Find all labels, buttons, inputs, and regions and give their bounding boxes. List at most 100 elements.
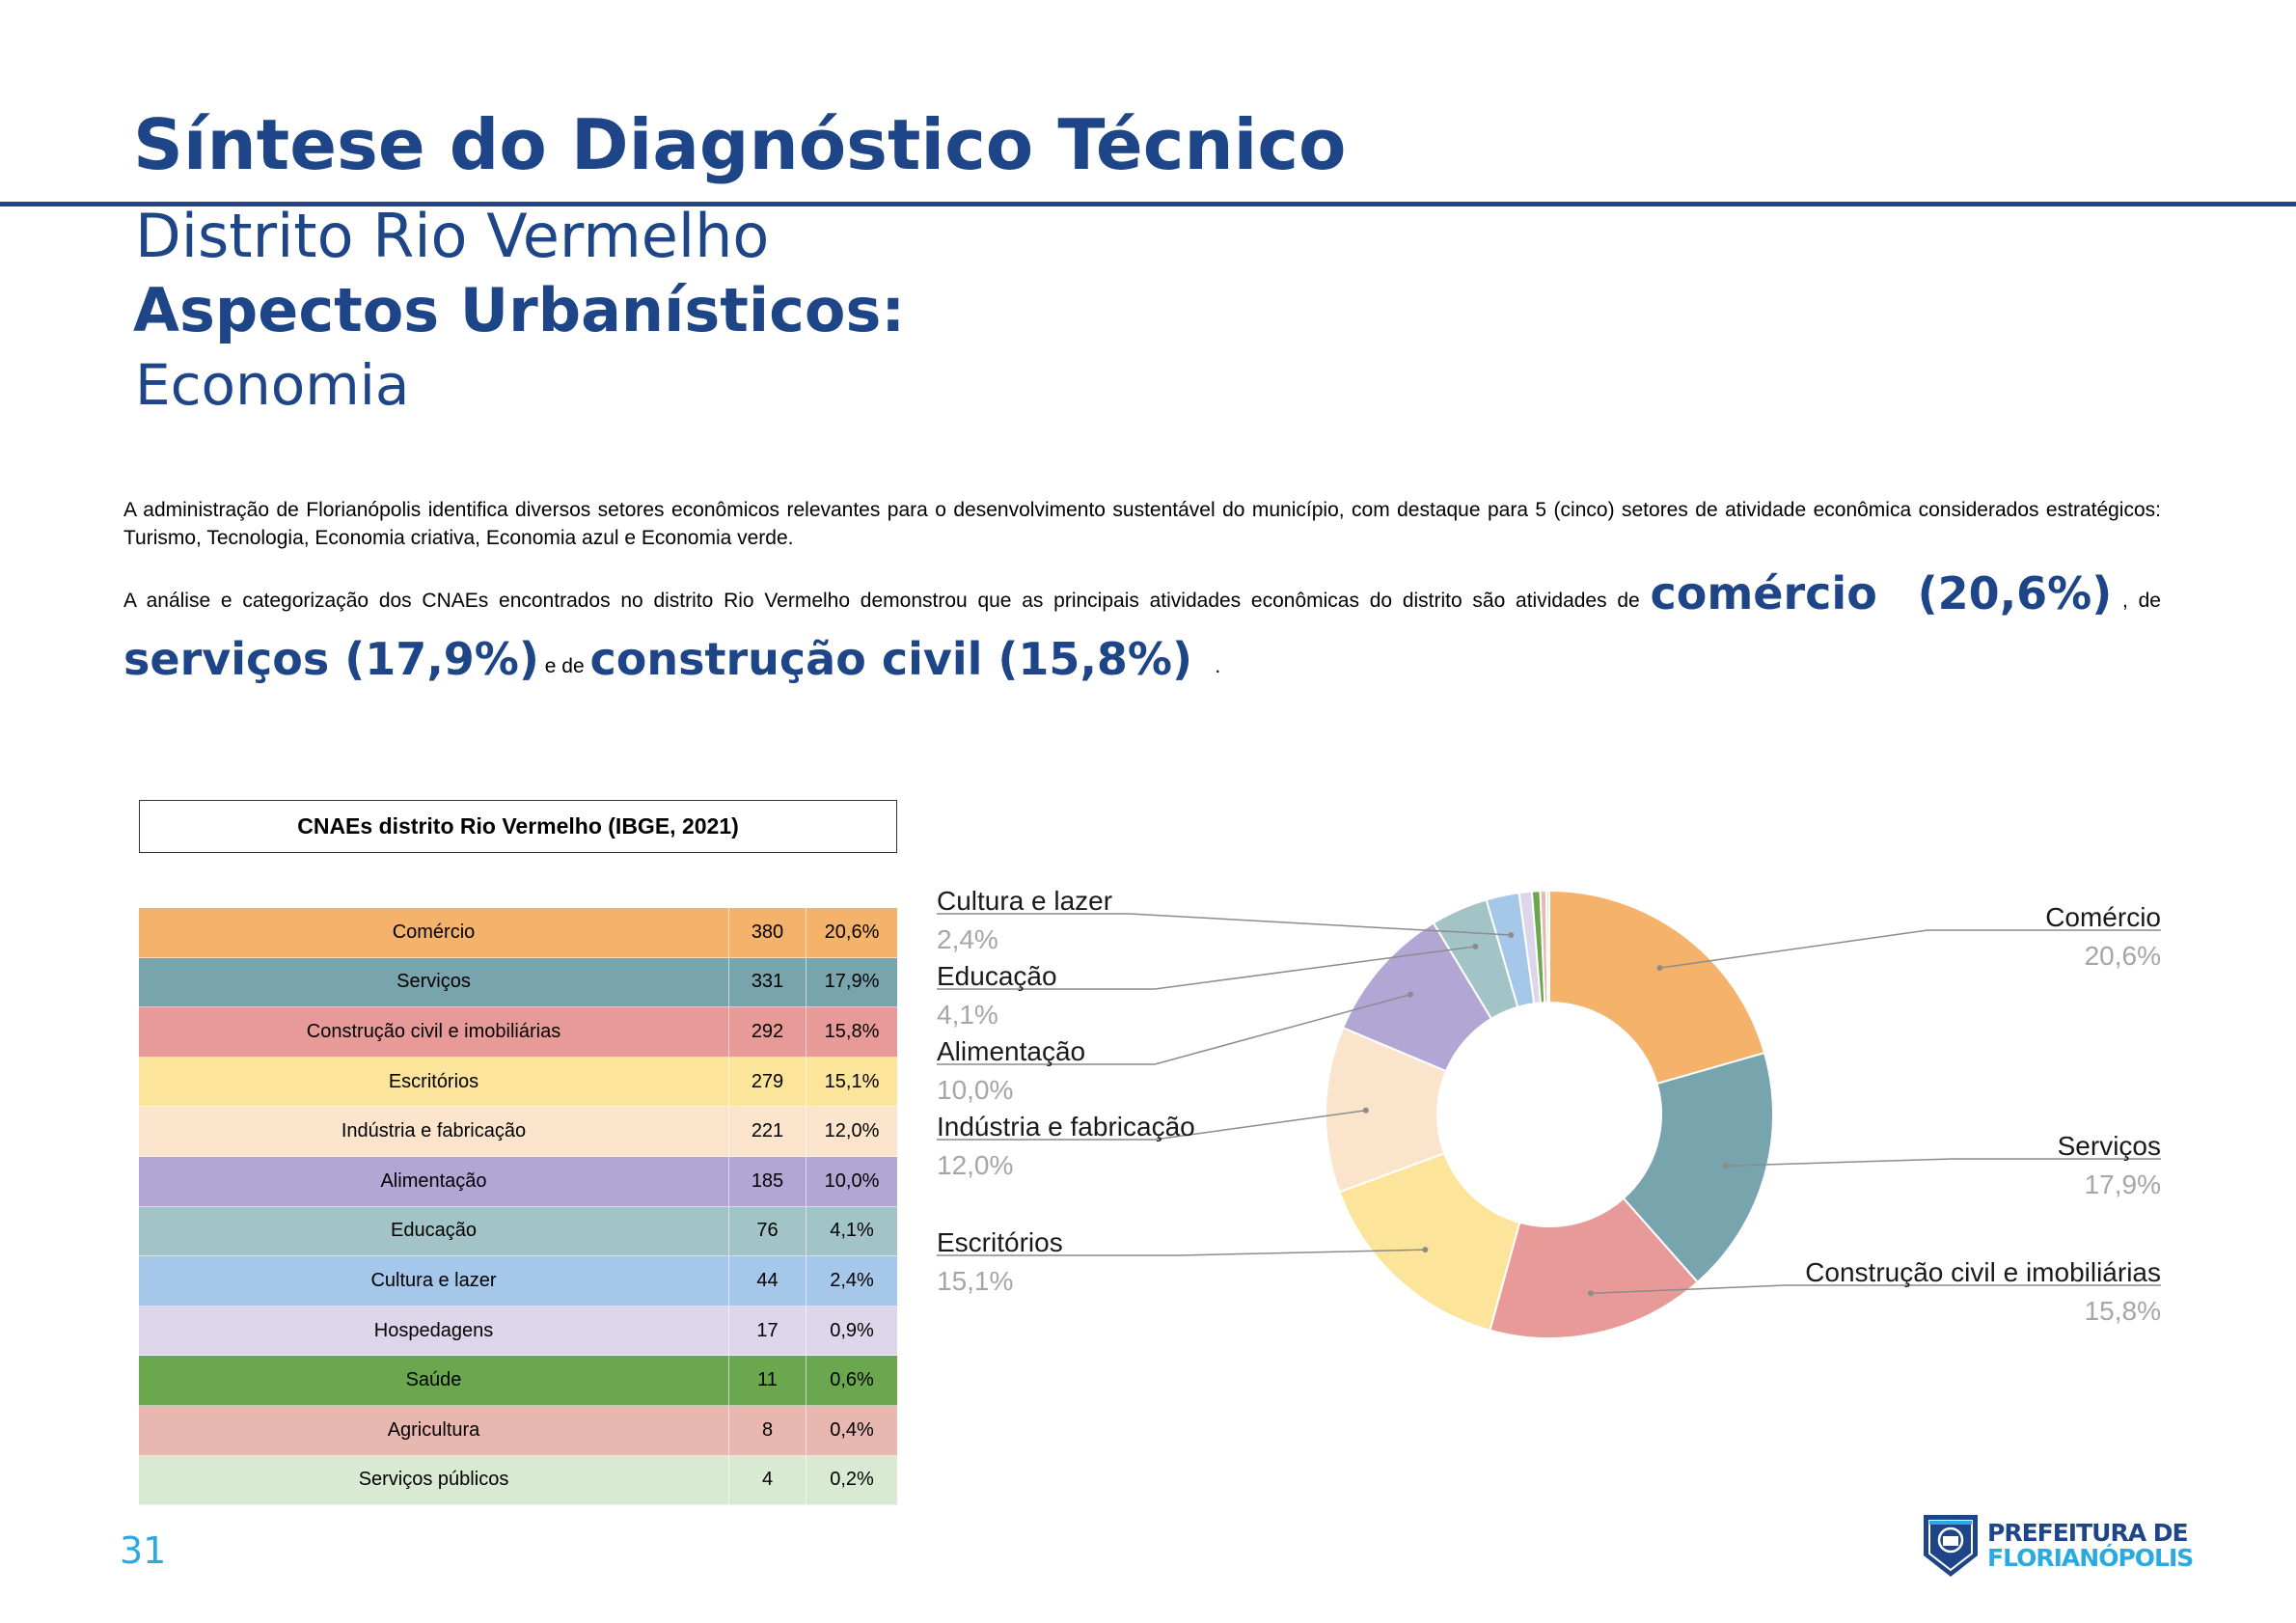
slice-label-percent: 12,0%	[937, 1150, 1013, 1180]
analysis-paragraph: A análise e categorização dos CNAEs enco…	[123, 564, 2161, 696]
slice-label-name: Comércio	[2045, 902, 2161, 932]
table-row: Serviços públicos 4 0,2%	[139, 1455, 897, 1506]
leader-dot	[1656, 965, 1663, 972]
cell-count: 279	[729, 1057, 806, 1107]
cell-count: 11	[729, 1356, 806, 1405]
leader-line	[937, 946, 1476, 990]
cell-name: Serviços públicos	[139, 1455, 729, 1505]
slice-label-percent: 2,4%	[937, 924, 998, 954]
cell-percent: 2,4%	[830, 1269, 874, 1291]
slice-label-name: Indústria e fabricação	[937, 1112, 1195, 1142]
page-number: 31	[120, 1529, 167, 1572]
slice-label-name: Educação	[937, 961, 1057, 991]
cell-percent: 15,8%	[824, 1020, 880, 1042]
table-row: Educação 76 4,1%	[139, 1206, 897, 1257]
leader-line	[1659, 929, 2161, 969]
slice-label-percent: 15,1%	[937, 1266, 1013, 1296]
leader-dot	[1508, 931, 1515, 938]
leader-line	[1590, 1284, 2161, 1295]
leader-dot	[1422, 1247, 1429, 1253]
leader-line	[937, 993, 1411, 1065]
cell-count: 4	[729, 1455, 806, 1505]
slice-label-percent: 15,8%	[2085, 1296, 2161, 1326]
cell-name: Serviços	[139, 957, 729, 1007]
cell-count: 221	[729, 1107, 806, 1156]
slice-label-percent: 20,6%	[2085, 941, 2161, 971]
highlight-construcao: construção civil (15,8%)	[589, 633, 1193, 685]
donut-slice	[1338, 1151, 1521, 1332]
cell-count: 8	[729, 1405, 806, 1455]
cell-count: 380	[729, 908, 806, 957]
cell-name: Escritórios	[139, 1057, 729, 1107]
slice-label-name: Alimentação	[937, 1036, 1085, 1066]
cnae-table: CNAEs distrito Rio Vermelho (IBGE, 2021)…	[139, 800, 897, 1506]
cell-name: Cultura e lazer	[139, 1256, 729, 1306]
slice-label-name: Serviços	[2058, 1131, 2161, 1161]
table-body: Comércio 380 20,6% Serviços 331 17,9% Construç…	[139, 908, 897, 1506]
leader-dot	[1722, 1163, 1729, 1169]
leader-line	[937, 1110, 1366, 1141]
cell-count: 331	[729, 957, 806, 1007]
cell-name: Educação	[139, 1206, 729, 1256]
end-punctuation: .	[1215, 655, 1221, 677]
table-row: Saúde 11 0,6%	[139, 1356, 897, 1406]
table-row: Hospedagens 17 0,9%	[139, 1306, 897, 1357]
donut-slice	[1489, 1197, 1700, 1339]
cell-count: 44	[729, 1256, 806, 1306]
intro-paragraph: A administração de Florianópolis identif…	[123, 499, 2161, 549]
cell-percent: 10,0%	[824, 1169, 880, 1192]
slice-label-percent: 17,9%	[2085, 1169, 2161, 1199]
leader-dot	[1587, 1290, 1594, 1297]
cell-percent: 0,6%	[830, 1369, 874, 1391]
slice-label-name: Escritórios	[937, 1227, 1063, 1257]
donut-slice	[1544, 889, 1550, 1004]
cell-percent: 15,1%	[824, 1070, 880, 1092]
district-subtitle: Distrito Rio Vermelho	[135, 201, 770, 271]
page-title: Síntese do Diagnóstico Técnico	[133, 104, 1347, 185]
table-row: Escritórios 279 15,1%	[139, 1057, 897, 1108]
coat-of-arms-icon	[1924, 1515, 1978, 1577]
connector-text: , de	[2122, 590, 2161, 612]
slice-label-name: Cultura e lazer	[937, 886, 1112, 916]
connector-text: e de	[544, 655, 585, 677]
cell-name: Agricultura	[139, 1405, 729, 1455]
leader-dot	[1362, 1107, 1369, 1114]
donut-slice	[1622, 1051, 1774, 1284]
donut-slice	[1548, 889, 1766, 1086]
leader-line	[1725, 1158, 2161, 1168]
cell-name: Hospedagens	[139, 1306, 729, 1356]
logo-line1: PREFEITURA DE	[1987, 1519, 2189, 1547]
cell-percent: 4,1%	[830, 1220, 874, 1242]
leader-line	[937, 913, 1512, 936]
slice-label-percent: 4,1%	[937, 1000, 998, 1030]
table-row: Serviços 331 17,9%	[139, 957, 897, 1008]
cell-percent: 20,6%	[824, 921, 880, 943]
slice-label-percent: 10,0%	[937, 1075, 1013, 1105]
subsection-heading: Economia	[135, 352, 410, 418]
highlight-comercio: comércio (20,6%)	[1650, 567, 2113, 619]
cell-name: Comércio	[139, 908, 729, 957]
cell-name: Construção civil e imobiliárias	[139, 1007, 729, 1057]
table-row: Construção civil e imobiliárias 292 15,8%	[139, 1007, 897, 1058]
highlight-servicos: serviços (17,9%)	[123, 633, 539, 685]
leader-dot	[1408, 991, 1414, 998]
table-row: Comércio 380 20,6%	[139, 908, 897, 958]
cell-percent: 0,9%	[830, 1319, 874, 1341]
prefeitura-logo: PREFEITURA DE FLORIANÓPOLIS	[1922, 1513, 2194, 1579]
leader-line	[937, 1249, 1426, 1256]
table-row: Cultura e lazer 44 2,4%	[139, 1256, 897, 1307]
section-heading: Aspectos Urbanísticos:	[133, 275, 906, 345]
cell-count: 76	[729, 1206, 806, 1256]
leader-dot	[1472, 943, 1479, 949]
slice-label-name: Construção civil e imobiliárias	[1805, 1257, 2161, 1287]
analysis-intro-text: A análise e categorização dos CNAEs enco…	[123, 590, 1640, 612]
cell-name: Indústria e fabricação	[139, 1107, 729, 1156]
cell-name: Saúde	[139, 1356, 729, 1405]
cell-percent: 17,9%	[824, 971, 880, 993]
cell-count: 292	[729, 1007, 806, 1057]
table-row: Agricultura 8 0,4%	[139, 1405, 897, 1456]
table-row: Indústria e fabricação 221 12,0%	[139, 1107, 897, 1157]
cell-count: 17	[729, 1306, 806, 1356]
cell-percent: 12,0%	[824, 1120, 880, 1142]
